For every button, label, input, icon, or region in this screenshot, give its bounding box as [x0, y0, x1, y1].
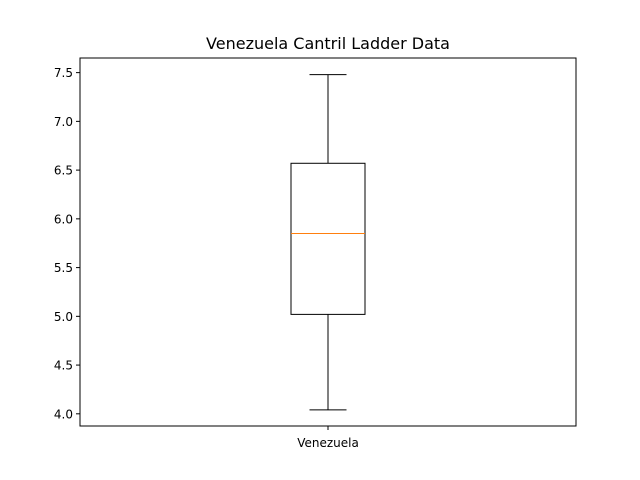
- y-tick-label: 5.0: [54, 310, 73, 324]
- plot-area-frame: [79, 57, 577, 427]
- x-tick-label: Venezuela: [297, 436, 359, 450]
- y-tick-label: 5.5: [54, 261, 73, 275]
- chart-title: Venezuela Cantril Ladder Data: [206, 34, 450, 53]
- box-venezuela: [290, 74, 366, 411]
- y-tick-label: 7.5: [54, 66, 73, 80]
- y-tick-label: 4.5: [54, 359, 73, 373]
- x-axis: Venezuela: [297, 426, 359, 450]
- box-series: [290, 74, 366, 411]
- y-tick-label: 6.5: [54, 164, 73, 178]
- y-axis: 4.0 4.5 5.0 5.5 6.0 6.5 7.0 7.5: [54, 66, 80, 421]
- y-tick-label: 7.0: [54, 115, 73, 129]
- y-tick-label: 6.0: [54, 212, 73, 226]
- y-tick-label: 4.0: [54, 407, 73, 421]
- interquartile-box: [290, 162, 366, 315]
